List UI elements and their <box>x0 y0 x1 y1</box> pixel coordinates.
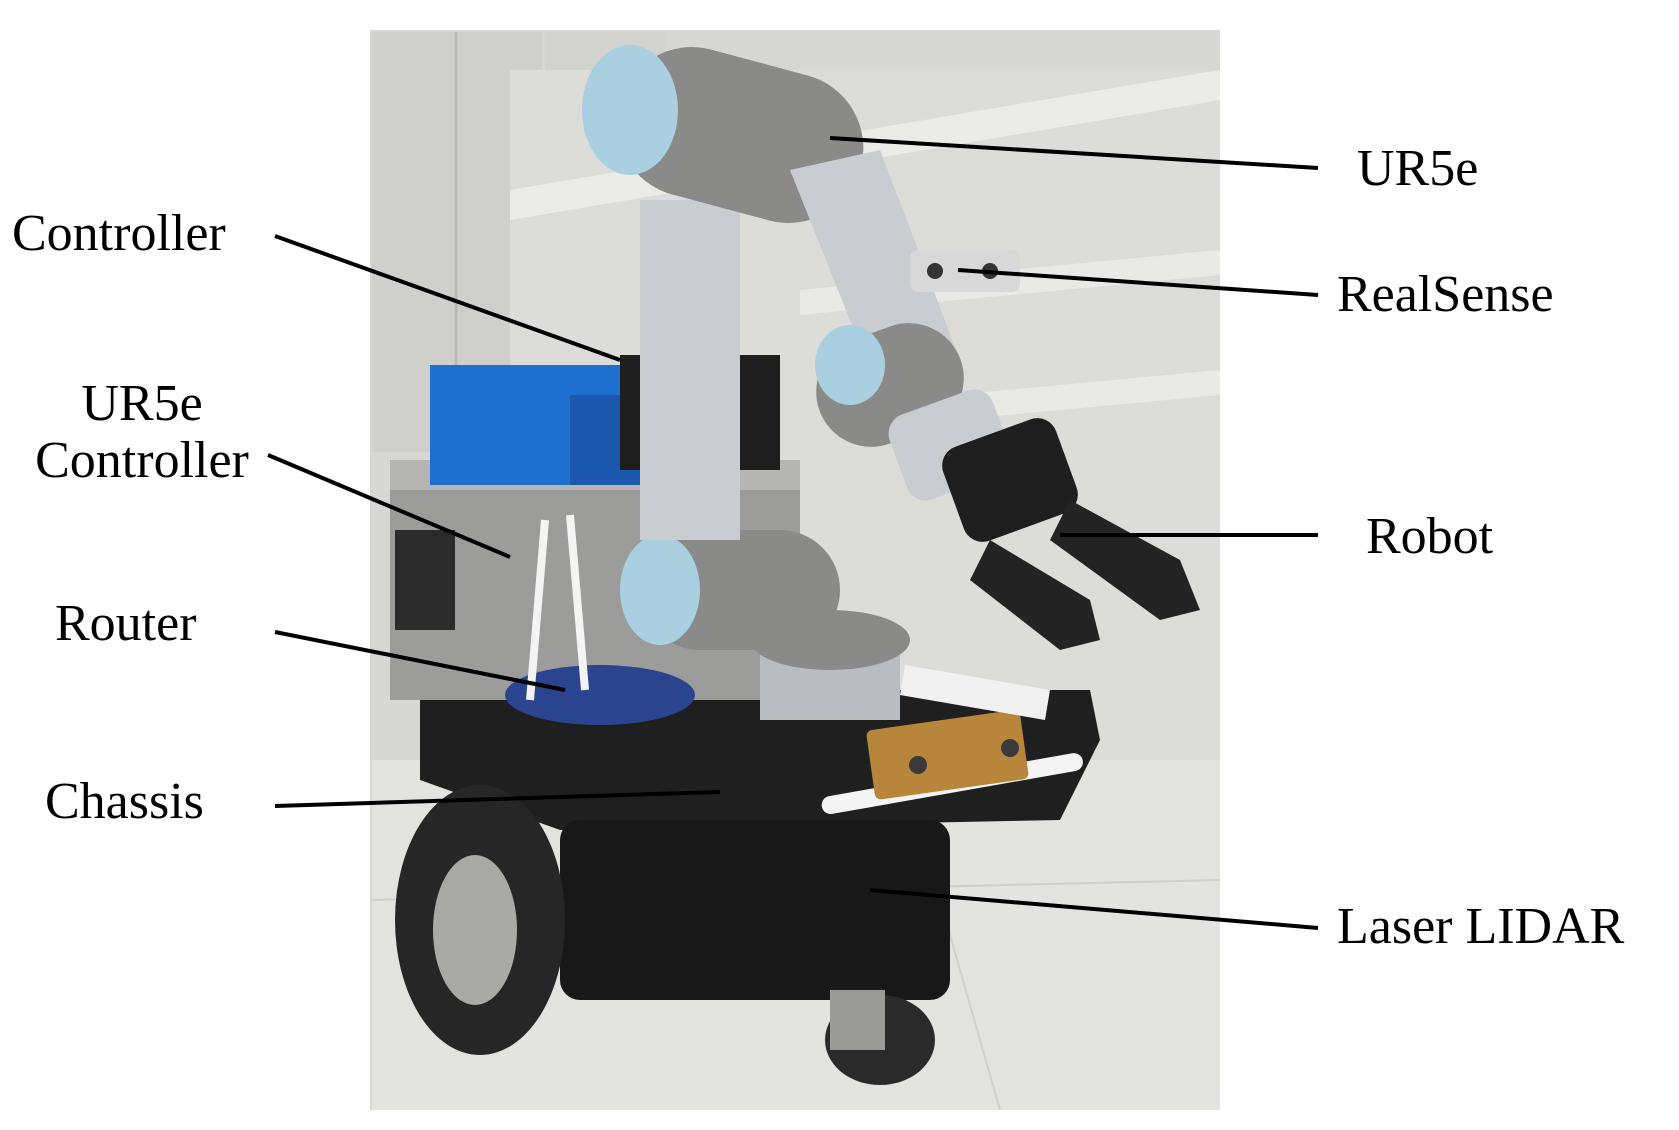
arm-wrist-cap <box>815 325 885 405</box>
label-robot: Robot <box>1366 508 1494 565</box>
label-router: Router <box>55 595 197 652</box>
leader-lines <box>267 136 1319 930</box>
label-chassis: Chassis <box>45 773 204 830</box>
leader-line-realsense <box>957 268 1319 297</box>
leader-line-chassis <box>274 790 721 808</box>
arm-upper-link <box>640 200 740 540</box>
router-antenna <box>526 519 549 701</box>
lidar-device <box>866 709 1029 800</box>
leader-line-laser-lidar <box>869 888 1319 930</box>
leader-line-controller <box>274 234 621 362</box>
lidar-lens <box>1001 739 1019 757</box>
caster-fork <box>830 990 885 1050</box>
gripper-finger <box>970 540 1100 650</box>
leader-line-router <box>274 630 566 692</box>
label-ur5e-controller: UR5e Controller <box>12 375 272 489</box>
gripper-finger <box>1050 500 1200 620</box>
label-ur5e: UR5e <box>1357 140 1479 197</box>
wheel-hub <box>433 855 517 1005</box>
power-strip <box>900 665 1050 720</box>
arm-shoulder-cap <box>620 535 700 645</box>
router-device <box>505 665 695 725</box>
chassis-body <box>560 820 950 1000</box>
label-ur5e-controller-line2: Controller <box>35 432 249 490</box>
label-laser-lidar: Laser LIDAR <box>1337 898 1625 955</box>
leader-line-ur5e <box>829 136 1319 170</box>
router-antenna <box>566 514 589 691</box>
label-ur5e-controller-line1: UR5e <box>81 375 203 432</box>
vent <box>395 530 455 630</box>
label-controller: Controller <box>12 205 226 262</box>
camera-lens <box>927 263 943 279</box>
gripper-body <box>942 418 1078 542</box>
label-realsense: RealSense <box>1337 266 1554 323</box>
leader-line-ur5e-controller <box>267 453 511 559</box>
arm-elbow-cap <box>582 45 678 175</box>
photo <box>370 30 1221 1111</box>
lidar-lens <box>909 756 927 774</box>
